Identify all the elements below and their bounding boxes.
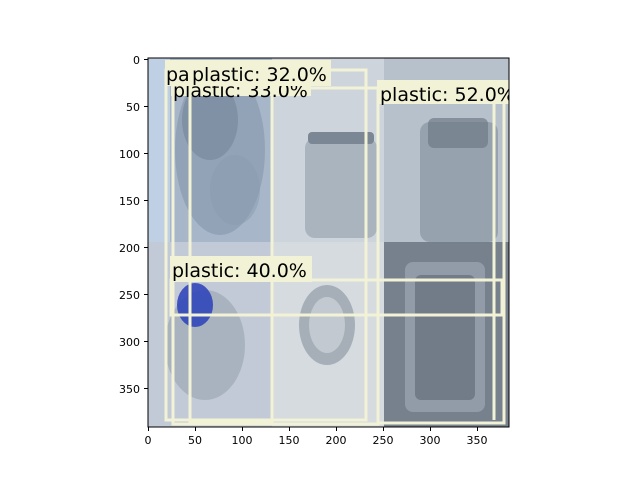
x-tick-label: 0 — [145, 434, 152, 447]
y-tick-label: 0 — [133, 54, 140, 67]
x-tick-label: 300 — [420, 434, 441, 447]
label-plastic-40: plastic: 40.0% — [172, 260, 307, 282]
detection-labels: plastic: 33.0% pa plastic: 32.0% plastic… — [165, 60, 515, 282]
y-tick-label: 250 — [119, 289, 140, 302]
y-tick-label: 300 — [119, 336, 140, 349]
x-tick-label: 200 — [326, 434, 347, 447]
bbox-plastic-40 — [169, 278, 504, 317]
x-tick-label: 250 — [373, 434, 394, 447]
y-tick-label: 200 — [119, 242, 140, 255]
x-tick-label: 50 — [188, 434, 202, 447]
y-tick-label: 100 — [119, 148, 140, 161]
image-mosaic: plastic: 33.0% pa plastic: 32.0% plastic… — [148, 58, 515, 427]
x-tick-label: 100 — [232, 434, 253, 447]
y-tick-label: 350 — [119, 383, 140, 396]
label-pa: pa — [166, 64, 190, 86]
y-tick-label: 50 — [126, 101, 140, 114]
axes-frame — [147, 57, 510, 428]
x-axis: 0 50 100 150 200 250 300 350 — [145, 427, 488, 447]
label-bg-plastic-40 — [170, 256, 312, 282]
x-tick-label: 150 — [279, 434, 300, 447]
label-bg-plastic-52 — [377, 80, 509, 104]
y-tick-label: 150 — [119, 195, 140, 208]
label-bg-plastic-32 — [189, 60, 331, 86]
label-plastic-52: plastic: 52.0% — [380, 84, 515, 106]
x-tick-label: 350 — [467, 434, 488, 447]
y-axis: 0 50 100 150 200 250 300 350 — [119, 54, 148, 396]
label-plastic-32: plastic: 32.0% — [192, 64, 327, 86]
tile-glass-dish — [384, 242, 509, 427]
